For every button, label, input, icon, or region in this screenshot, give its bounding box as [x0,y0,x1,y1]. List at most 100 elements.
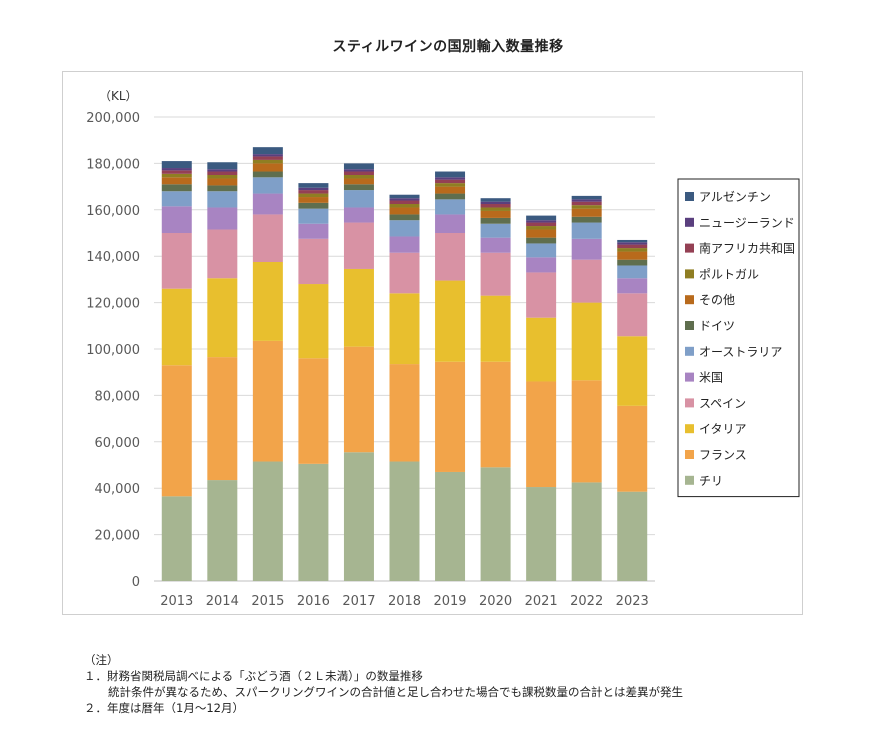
bar-segment [617,491,648,581]
bar-segment [343,178,374,185]
bar-segment [207,185,238,192]
bar-segment [298,284,329,359]
legend-swatch [685,475,694,485]
legend-label: その他 [699,293,735,307]
bar-segment [480,207,511,211]
bar-segment [480,252,511,296]
bar-segment [252,177,283,194]
y-tick-label: 120,000 [86,297,140,312]
bar-segment [207,169,238,172]
legend-swatch [685,424,694,434]
bar-segment [252,159,283,164]
bar-segment [252,171,283,178]
bar-segment [343,184,374,191]
bar-segment [298,187,329,191]
legend-label: オーストラリア [699,345,782,359]
bar-segment [480,467,511,581]
bar-segment [480,295,511,362]
bar-segment [298,238,329,285]
bar-segment [252,193,283,215]
bar-segment [526,243,557,258]
bar-segment [571,205,602,209]
bar-segment [252,214,283,262]
bar-segment [435,280,466,362]
y-tick-label: 100,000 [86,343,140,358]
legend-swatch [685,450,694,459]
legend-swatch [685,243,694,253]
bar-segment [389,204,420,208]
bar-segment [526,487,557,581]
legend-label: 米国 [699,371,723,385]
notes-heading: （注） [84,653,119,667]
bar-segment [480,223,511,238]
bar-segment [161,365,192,497]
bar-segment [343,171,374,175]
bar-segment [298,358,329,464]
bar-segment [343,207,374,223]
bar-segment [526,226,557,230]
bar-segment [343,222,374,269]
bar-segment [571,302,602,381]
bar-segment [343,175,374,179]
bar-segment [571,259,602,303]
bar-segment [526,220,557,223]
bar-segment [161,233,192,289]
bar-segment [617,244,648,249]
bar-segment [617,336,648,406]
stacked-bar-chart: 0 20,000 40,000 60,000 80,000 100,000 120,000 1… [86,89,800,609]
bar-segment [207,229,238,279]
x-tick-label: 2013 [160,594,193,609]
bar-segment [252,154,283,157]
legend: アルゼンチンニュージーランド南アフリカ共和国ポルトガルその他ドイツオーストラリア… [677,178,800,498]
bar-segment [526,257,557,273]
bar-segment [207,278,238,358]
legend-label: ドイツ [699,319,735,333]
bar-segment [207,162,238,170]
bar-segment [435,183,466,187]
bar-segment [435,199,466,215]
legend-label: スペイン [699,396,746,410]
bar-segment [480,198,511,202]
bar-segment [161,288,192,366]
bar-segment [298,202,329,209]
bar-segment [617,251,648,260]
legend-swatch [685,372,694,382]
bar-segment [571,238,602,260]
bar-segment [389,200,420,204]
bar-segment [207,171,238,175]
x-tick-label: 2014 [206,594,239,609]
bar-segment [571,216,602,223]
bar-segment [617,278,648,294]
bar-segment [343,169,374,172]
bar-segment [435,233,466,281]
bar-segment [435,177,466,180]
bar-segment [526,215,557,221]
bar-segment [617,248,648,252]
bar-segment [435,193,466,200]
bar-segment [343,163,374,170]
bar-segment [617,293,648,337]
bar-segment [207,191,238,208]
legend-label: ポルトガル [699,267,759,281]
bar-segment [571,222,602,239]
bars [161,147,648,581]
bar-segment [298,463,329,581]
note-1: １．財務省関税局調べによる「ぶどう酒（２Ｌ未満）」の数量推移 [84,669,423,683]
bar-segment [298,190,329,194]
bar-segment [571,195,602,200]
bar-segment [389,252,420,294]
bar-segment [207,480,238,581]
bar-segment [252,340,283,462]
bar-segment [617,265,648,279]
bar-segment [526,237,557,244]
bar-segment [571,380,602,483]
bar-segment [526,381,557,488]
legend-swatch [685,346,694,356]
note-2: ２．年度は暦年（1月～12月） [84,701,244,715]
legend-label: 南アフリカ共和国 [699,241,795,256]
note-1-detail: 統計条件が異なるため、スパークリングワインの合計値と足し合わせた場合でも課税数量… [108,685,683,699]
bar-segment [161,206,192,233]
y-tick-label: 140,000 [86,250,140,265]
bar-segment [480,204,511,208]
bar-segment [389,214,420,221]
